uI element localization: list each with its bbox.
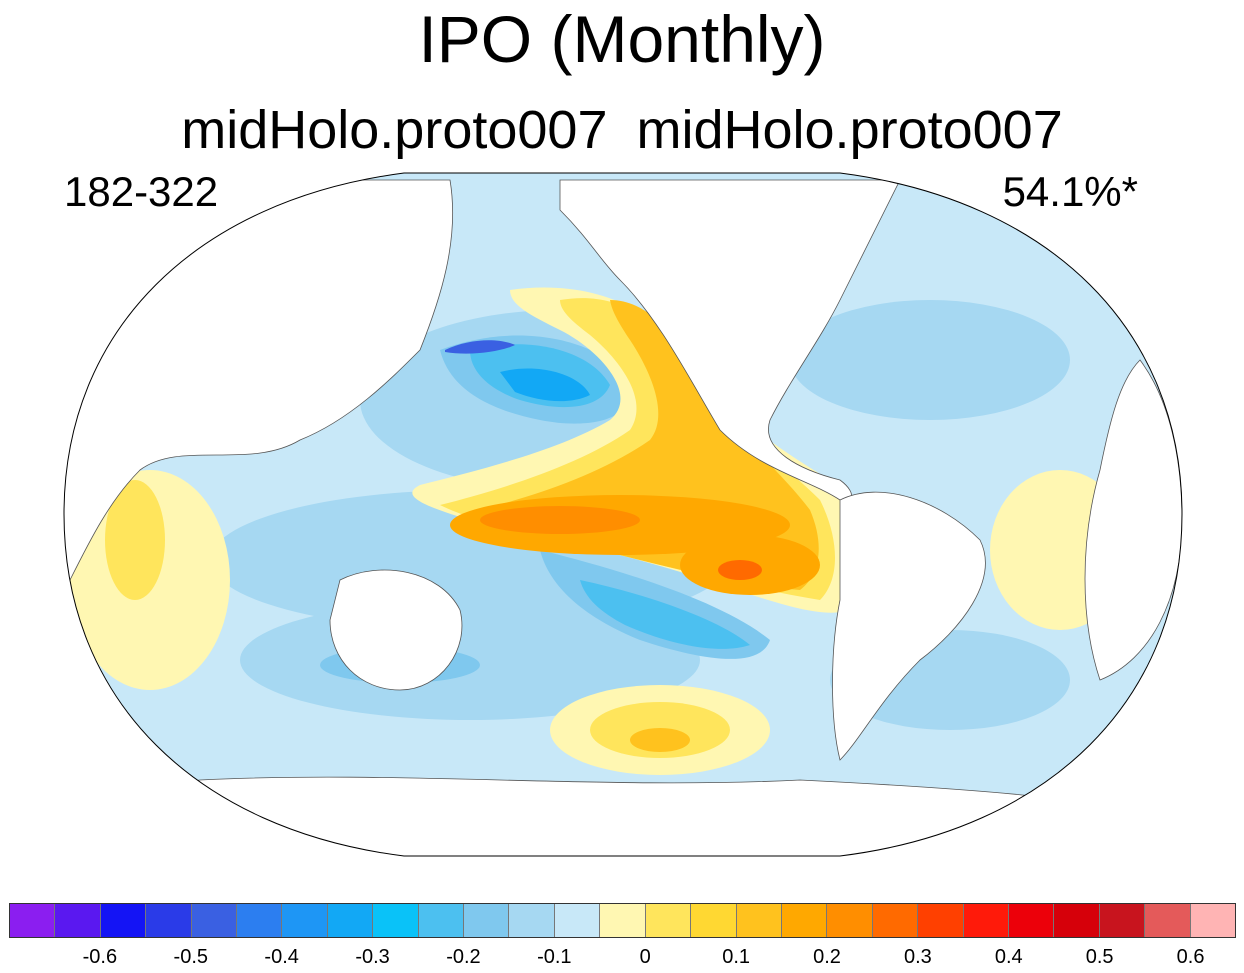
colorbar-swatch	[872, 904, 919, 937]
colorbar-swatch	[1145, 904, 1191, 937]
colorbar-swatch	[918, 904, 964, 937]
colorbar-swatch	[10, 904, 56, 937]
colorbar-swatch	[963, 904, 1009, 937]
colorbar-swatch	[146, 904, 192, 937]
colorbar-tick-label: -0.4	[264, 946, 299, 968]
anomaly-region	[718, 560, 762, 580]
colorbar-tick-label: 0.6	[1176, 946, 1205, 968]
colorbar-swatch	[509, 904, 555, 937]
colorbar-swatch	[418, 904, 465, 937]
colorbar-swatch	[1008, 904, 1055, 937]
colorbar-swatch	[327, 904, 374, 937]
colorbar-swatch	[691, 904, 737, 937]
anomaly-region	[500, 368, 590, 402]
ipo-pattern-map	[63, 172, 1183, 857]
plot-title: IPO (Monthly)	[418, 2, 826, 76]
year-range-label: 182-322	[64, 168, 219, 215]
colorbar-tick-label: 0	[639, 946, 651, 968]
colorbar-swatch	[373, 904, 419, 937]
colorbar-swatch	[191, 904, 238, 937]
colorbar-swatch	[100, 904, 147, 937]
colorbar-tick-label: 0.2	[813, 946, 841, 968]
anomaly-region	[105, 480, 165, 600]
colorbar-tick-label: 0.5	[1085, 946, 1114, 968]
colorbar-tick-label: -0.1	[537, 946, 572, 968]
colorbar-tick-label: 0.3	[903, 946, 932, 968]
anomaly-region	[580, 580, 750, 649]
colorbar-tick-label: 0.4	[994, 946, 1023, 968]
colorbar-swatch	[645, 904, 692, 937]
map-border	[63, 172, 1183, 857]
colorbar-swatch	[1190, 904, 1235, 937]
colorbar-tick-label: -0.2	[446, 946, 481, 968]
colorbar-swatch	[554, 904, 601, 937]
colorbar-swatch	[282, 904, 328, 937]
colorbar-swatch	[600, 904, 646, 937]
colorbar-swatch	[1099, 904, 1146, 937]
anomaly-region	[445, 340, 515, 354]
anomaly-region	[480, 506, 640, 534]
variance-explained-label: 54.1%*	[1002, 168, 1138, 215]
colorbar-tick-label: -0.5	[173, 946, 208, 968]
colorbar-swatch	[1054, 904, 1100, 937]
anomaly-region	[790, 300, 1070, 420]
plot-subtitle: midHolo.proto007 midHolo.proto007	[181, 100, 1063, 160]
colorbar-swatch	[736, 904, 782, 937]
colorbar-tick-label: -0.6	[82, 946, 118, 968]
anomaly-region	[630, 728, 690, 752]
colorbar-swatch	[55, 904, 101, 937]
colorbar-swatch	[781, 904, 828, 937]
colorbar	[9, 903, 1236, 938]
colorbar-swatch	[237, 904, 283, 937]
colorbar-tick-labels: -0.6 -0.5 -0.4 -0.3 -0.2 -0.1 0 0.1 0.2 0.3 0.4 0.5…	[0, 944, 1244, 970]
colorbar-tick-label: 0.1	[722, 946, 751, 968]
colorbar-swatch	[827, 904, 873, 937]
colorbar-tick-label: -0.3	[355, 946, 390, 968]
colorbar-swatch	[464, 904, 510, 937]
